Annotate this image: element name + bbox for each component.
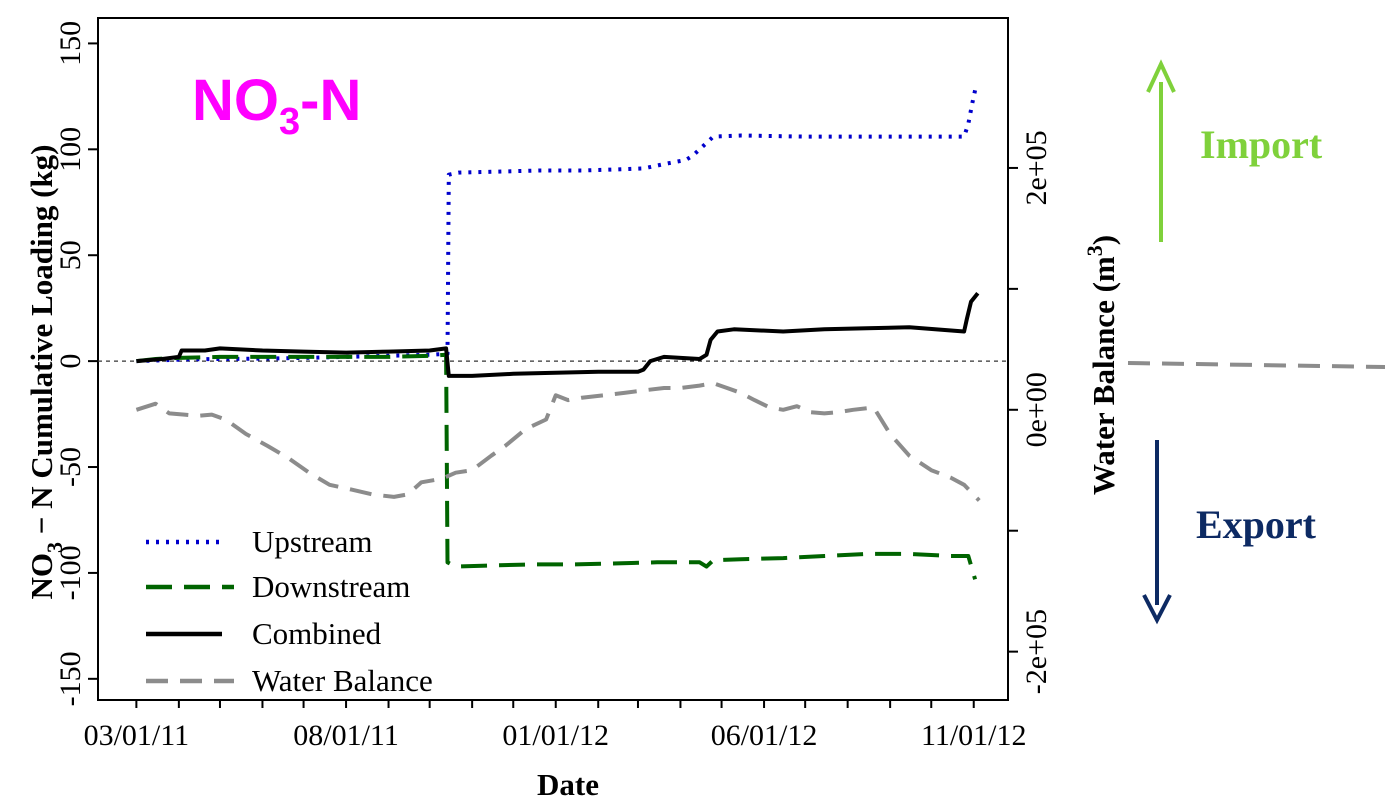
x-tick-label: 03/01/11: [84, 719, 190, 752]
chart-annotation-title: NO3-N: [192, 68, 361, 143]
series-layer: [135, 83, 981, 580]
y-right-tick-label: -2e+05: [1020, 609, 1053, 694]
export-label: Export: [1196, 502, 1317, 547]
x-tick-label: 11/01/12: [921, 719, 1027, 752]
y-left-tick-label: -50: [54, 447, 87, 487]
y-left-tick-label: 100: [54, 127, 87, 172]
legend-label-downstream: Downstream: [252, 569, 410, 604]
y-left-tick-label: 50: [54, 240, 87, 270]
right-axis: -2e+05 0e+00 2e+05: [1008, 130, 1053, 694]
y-left-tick-label: 150: [54, 21, 87, 66]
left-axis: -150 -100 -50 0 50 100 150: [54, 21, 98, 706]
y-left-tick-label: -100: [54, 545, 87, 600]
legend: Upstream Downstream Combined Water Balan…: [146, 524, 433, 698]
legend-label-combined: Combined: [252, 616, 382, 651]
import-label: Import: [1200, 122, 1323, 167]
y-axis-right-title: Water Balance (m3): [1082, 235, 1121, 495]
x-axis-title: Date: [537, 767, 599, 802]
y-axis-left-title: NO3 − N Cumulative Loading (kg): [24, 145, 67, 600]
y-left-tick-label: 0: [54, 354, 87, 369]
series-line-combined: [136, 292, 980, 378]
side-reference-line: [1127, 361, 1385, 369]
import-arrow-icon: [1146, 59, 1176, 93]
export-arrow-icon: [1142, 594, 1172, 625]
y-right-tick-label: 2e+05: [1020, 130, 1053, 205]
bottom-axis: 03/01/11 08/01/11 01/01/12 06/01/12 11/01/12: [84, 700, 1027, 752]
series-line-water-balance: [135, 381, 981, 502]
y-left-tick-label: -150: [54, 651, 87, 706]
x-tick-label: 01/01/12: [502, 719, 609, 752]
y-right-tick-label: 0e+00: [1020, 372, 1053, 447]
x-tick-label: 08/01/11: [293, 719, 399, 752]
legend-label-upstream: Upstream: [252, 524, 373, 559]
plot-frame: [97, 17, 1009, 701]
x-tick-label: 06/01/12: [711, 719, 818, 752]
series-line-downstream: [136, 352, 978, 580]
legend-label-water-balance: Water Balance: [252, 663, 433, 698]
